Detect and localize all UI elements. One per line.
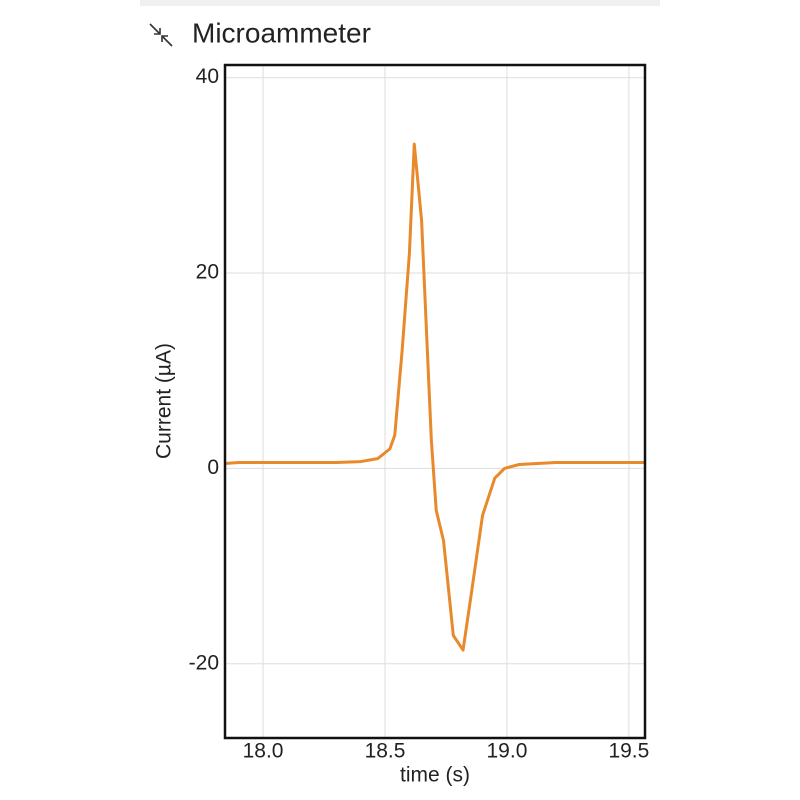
top-bar: [140, 0, 660, 6]
y-axis-label: Current (µA): [153, 343, 176, 459]
x-axis-label: time (s): [400, 764, 470, 787]
x-tick-label: 18.0: [243, 740, 284, 763]
collapse-icon[interactable]: [149, 23, 173, 47]
x-tick-label: 19.5: [608, 740, 649, 763]
y-tick-label: 40: [196, 65, 219, 88]
x-tick-label: 19.0: [487, 740, 528, 763]
x-tick-label: 18.5: [365, 740, 406, 763]
panel-title: Microammeter: [192, 17, 371, 48]
plot-frame: [223, 63, 647, 740]
y-tick-label: 0: [207, 456, 219, 479]
plot: [224, 65, 645, 738]
y-tick-label: 20: [196, 261, 219, 284]
y-tick-label: -20: [189, 651, 219, 674]
data-line: [224, 142, 645, 652]
